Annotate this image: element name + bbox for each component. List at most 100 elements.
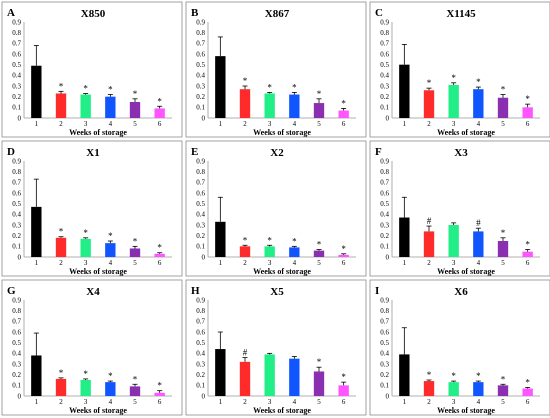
y-tick-label: 0.8: [380, 29, 389, 37]
chart-panel-e: E X2 0 0.1 0.2 0.3 0.4 0.5 0.6 0.7 0.8 0.9 1 2 * 3 * 4 * 5 *…: [185, 140, 367, 277]
x-tick-label: 1: [403, 120, 407, 128]
y-tick-label: 0.5: [196, 200, 205, 208]
y-tick-label: 0.5: [12, 339, 21, 347]
bar-week-5: [497, 97, 509, 118]
significance-marker: *: [451, 371, 456, 381]
bar-week-5: [129, 386, 141, 396]
y-tick-label: 0.9: [196, 296, 205, 304]
significance-marker: *: [243, 235, 248, 245]
x-axis-label: Weeks of storage: [437, 406, 495, 415]
y-tick-label: 0.7: [380, 179, 389, 187]
x-tick-label: 2: [243, 259, 247, 267]
bar-week-1: [31, 355, 42, 396]
significance-marker: *: [317, 89, 322, 99]
y-tick-label: 0.7: [380, 318, 389, 326]
x-tick-label: 4: [109, 259, 113, 267]
y-tick-label: 0.4: [380, 350, 389, 358]
x-tick-label: 2: [59, 398, 63, 406]
x-tick-label: 2: [427, 120, 431, 128]
bar-week-5: [313, 250, 325, 257]
bar-week-5: [129, 102, 141, 118]
y-tick-label: 0.5: [12, 200, 21, 208]
y-tick-label: 0.1: [196, 243, 205, 251]
significance-marker: *: [341, 372, 346, 382]
bar-week-3: [448, 382, 459, 396]
chart-title: X6: [454, 286, 468, 298]
bar-week-3: [80, 380, 91, 396]
y-tick-label: 0.6: [196, 50, 205, 58]
y-tick-label: 0.9: [12, 157, 21, 165]
significance-marker: *: [243, 76, 248, 86]
significance-marker: *: [108, 85, 113, 95]
bar-week-3: [448, 84, 459, 118]
bar-week-1: [399, 64, 410, 118]
x-tick-label: 2: [59, 259, 63, 267]
y-tick-label: 0.3: [196, 221, 205, 229]
bar-week-6: [522, 388, 533, 396]
panel-letter: H: [191, 285, 200, 297]
y-tick-label: 0.9: [380, 157, 389, 165]
y-tick-label: 0.3: [12, 221, 21, 229]
panel-letter: G: [7, 285, 16, 297]
x-tick-label: 3: [268, 398, 272, 406]
x-axis-label: Weeks of storage: [437, 128, 495, 137]
y-tick-label: 0.9: [380, 296, 389, 304]
significance-marker: #: [476, 218, 481, 228]
y-tick-label: 0.8: [12, 307, 21, 315]
y-tick-label: 0.4: [12, 350, 21, 358]
significance-marker: *: [59, 227, 64, 237]
panel-letter: C: [375, 7, 383, 19]
y-tick-label: 0.5: [12, 61, 21, 69]
y-tick-label: 0.6: [380, 50, 389, 58]
y-tick-label: 0: [18, 392, 22, 400]
y-tick-label: 0: [386, 253, 390, 261]
y-tick-label: 0.5: [380, 61, 389, 69]
x-tick-label: 1: [35, 120, 39, 128]
panel-letter: F: [375, 146, 382, 158]
x-tick-label: 6: [526, 120, 530, 128]
x-tick-label: 3: [84, 120, 88, 128]
y-tick-label: 0.6: [196, 189, 205, 197]
y-tick-label: 0.8: [196, 29, 205, 37]
significance-marker: *: [525, 240, 530, 250]
bar-week-1: [31, 206, 42, 257]
significance-marker: *: [157, 96, 162, 106]
bar-week-3: [80, 94, 91, 118]
x-tick-label: 5: [317, 398, 321, 406]
bar-week-5: [313, 103, 325, 118]
x-tick-label: 6: [342, 259, 346, 267]
bar-week-1: [215, 221, 226, 257]
x-tick-label: 5: [317, 259, 321, 267]
chart-title: X850: [81, 8, 106, 20]
chart-panel-c: C X1145 0 0.1 0.2 0.3 0.4 0.5 0.6 0.7 0.8 0.9 1 2 * 3 * 4…: [369, 1, 550, 138]
bar-week-3: [264, 354, 275, 396]
significance-marker: *: [451, 73, 456, 83]
bar-week-2: [423, 231, 435, 257]
x-tick-label: 5: [501, 120, 505, 128]
significance-marker: *: [59, 81, 64, 91]
bar-week-1: [215, 56, 226, 118]
panel-letter: B: [191, 7, 199, 19]
x-tick-label: 5: [317, 120, 321, 128]
y-tick-label: 0.4: [196, 211, 205, 219]
significance-marker: *: [292, 236, 297, 246]
significance-marker: *: [59, 368, 64, 378]
x-tick-label: 1: [219, 398, 223, 406]
x-tick-label: 1: [219, 120, 223, 128]
y-tick-label: 0.6: [196, 328, 205, 336]
panel-letter: D: [7, 146, 15, 158]
y-tick-label: 0.2: [196, 232, 205, 240]
bar-week-4: [473, 382, 484, 396]
x-tick-label: 4: [477, 259, 481, 267]
y-tick-label: 0.3: [380, 82, 389, 90]
y-tick-label: 0.7: [196, 40, 205, 48]
bar-week-4: [473, 89, 484, 118]
y-tick-label: 0.8: [380, 307, 389, 315]
significance-marker: #: [427, 216, 432, 226]
significance-marker: *: [476, 77, 481, 87]
bar-week-4: [289, 94, 300, 118]
x-tick-label: 6: [158, 398, 162, 406]
x-tick-label: 3: [84, 398, 88, 406]
bar-week-6: [154, 253, 165, 257]
significance-marker: *: [341, 244, 346, 254]
